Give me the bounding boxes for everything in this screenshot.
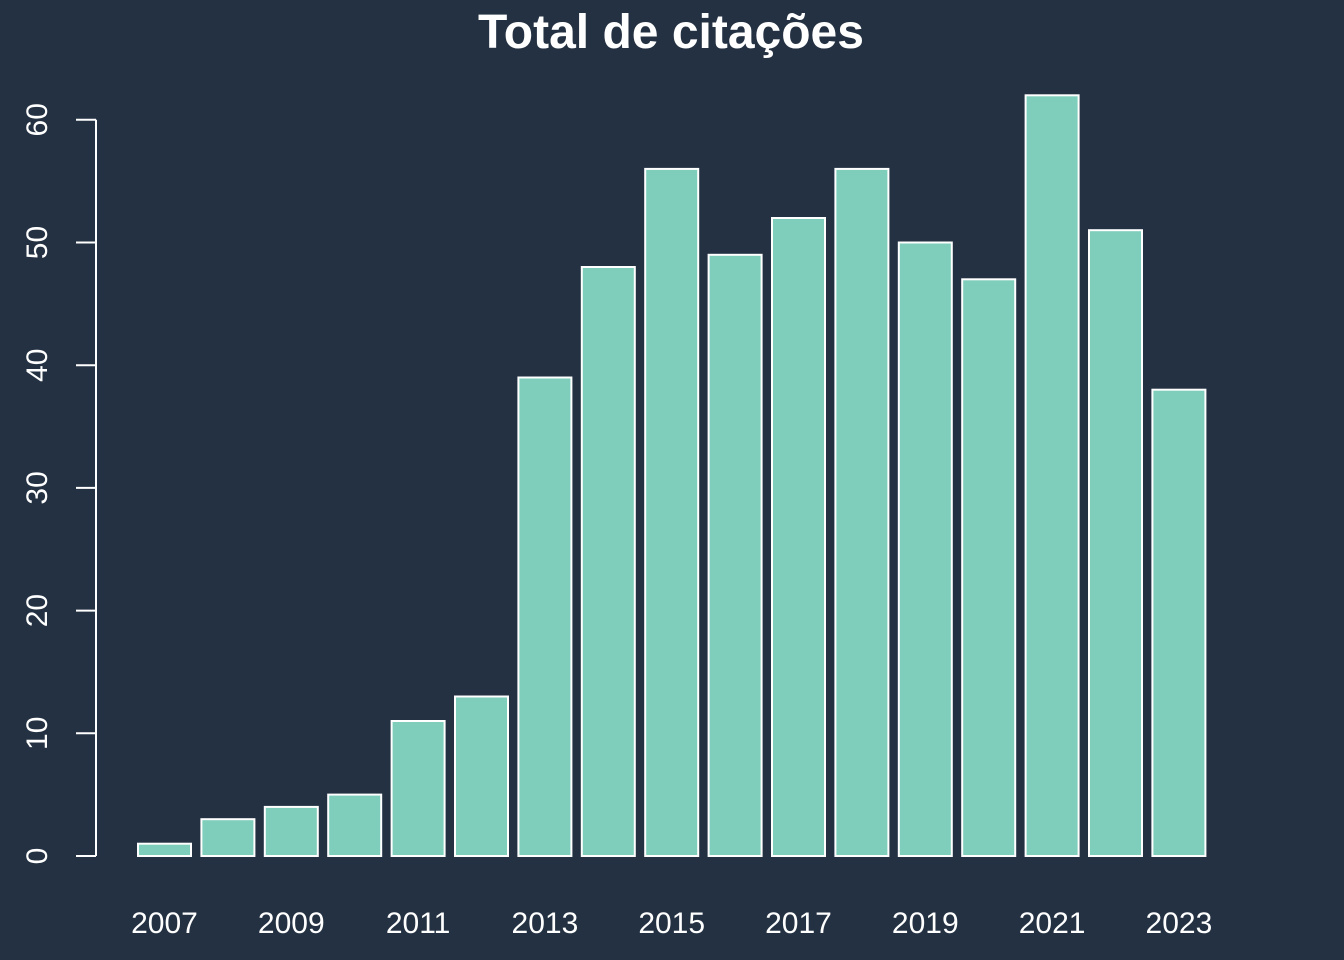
x-tick-label: 2023	[1146, 907, 1213, 940]
y-tick-label: 40	[21, 349, 54, 382]
bar-2012	[454, 695, 509, 857]
chart-title: Total de citações	[478, 6, 864, 59]
x-tick-label: 2015	[638, 907, 705, 940]
bar-2018	[834, 167, 890, 857]
bar-2009	[263, 805, 319, 858]
bar-2022	[1088, 229, 1143, 857]
x-tick-label: 2013	[512, 907, 579, 940]
bar-2014	[580, 266, 636, 857]
x-tick-label: 2011	[386, 907, 451, 940]
bar-2011	[390, 720, 446, 857]
y-tick-label: 30	[21, 471, 54, 504]
x-tick-label: 2021	[1019, 907, 1086, 940]
bar-2008	[200, 818, 256, 858]
x-tick-label: 2017	[765, 907, 832, 940]
bar-2016	[707, 253, 763, 858]
bar-2010	[327, 793, 383, 857]
y-tick-label: 20	[21, 594, 54, 627]
x-tick-label: 2007	[131, 907, 198, 940]
bars-group	[137, 94, 1207, 858]
y-tick-label: 0	[21, 848, 54, 865]
bar-2019	[897, 241, 953, 857]
bar-2017	[771, 217, 826, 857]
bar-2020	[961, 278, 1017, 857]
x-axis-labels: 2007 2009 2011 2013 2015 2017 2019 2021 2023	[131, 907, 1212, 940]
y-tick-label: 10	[21, 717, 54, 750]
bar-2015	[644, 167, 700, 857]
bar-2021	[1024, 94, 1080, 858]
y-axis: 0 10 20 30 40 50 60	[21, 103, 97, 865]
bar-2023	[1151, 388, 1207, 857]
bar-2013	[517, 376, 573, 857]
x-tick-label: 2019	[892, 907, 959, 940]
bar-2007	[137, 842, 192, 858]
y-tick-label: 60	[21, 103, 54, 136]
x-tick-label: 2009	[258, 907, 325, 940]
y-tick-label: 50	[21, 226, 54, 259]
